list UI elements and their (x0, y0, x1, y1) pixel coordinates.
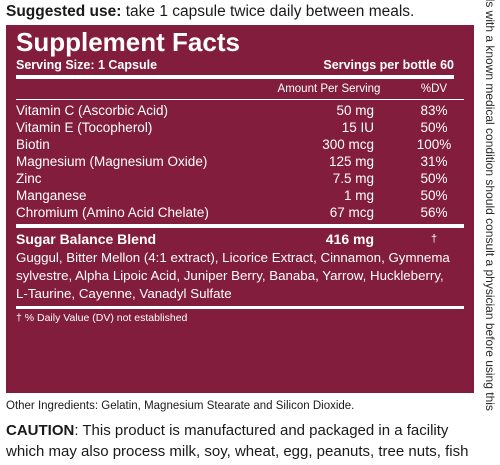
dv-footnote: † % Daily Value (DV) not established (16, 312, 188, 324)
nutrient-amount: 15 IU (341, 120, 374, 135)
caution-text: CAUTION: This product is manufactured an… (6, 420, 476, 462)
supplement-facts-title: Supplement Facts (16, 27, 240, 57)
dv-header: %DV (420, 83, 448, 95)
nutrient-amount: 125 mg (328, 154, 374, 169)
nutrient-name: Manganese (16, 188, 87, 203)
suggested-use: Suggested use: take 1 capsule twice dail… (6, 2, 476, 22)
side-warning-label: als with a known medical condition shoul… (483, 0, 497, 411)
servings-per-bottle: Servings per bottle 60 (323, 58, 454, 72)
nutrient-row: Manganese 1 mg 50% (16, 187, 464, 204)
caution-label: CAUTION (6, 422, 75, 439)
supplement-facts-panel: Supplement Facts Serving Size: 1 Capsule… (6, 25, 474, 393)
caution-body: : This product is manufactured and packa… (6, 422, 469, 460)
blend-dv: † (430, 233, 438, 245)
nutrient-dv: 50% (420, 120, 448, 135)
nutrient-name: Zinc (16, 171, 42, 186)
blend-name: Sugar Balance Blend (16, 231, 157, 247)
other-ingredients: Other Ingredients: Gelatin, Magnesium St… (6, 400, 355, 412)
nutrient-amount: 50 mg (336, 103, 374, 118)
amount-header: Amount Per Serving (277, 83, 381, 95)
nutrient-row: Chromium (Amino Acid Chelate) 67 mcg 56% (16, 204, 464, 221)
serving-info: Serving Size: 1 Capsule Servings per bot… (16, 58, 454, 79)
nutrient-dv: 100% (416, 137, 452, 152)
blend-amount: 416 mg (325, 231, 374, 247)
nutrient-amount: 67 mcg (329, 205, 374, 220)
side-warning-text: als with a known medical condition shoul… (480, 0, 500, 465)
nutrient-row: Vitamin C (Ascorbic Acid) 50 mg 83% (16, 102, 464, 119)
blend-ingredients: Guggul, Bitter Mellon (4:1 extract), Lic… (16, 249, 464, 309)
column-headers: Amount Per Serving %DV (16, 79, 464, 100)
nutrient-name: Vitamin C (Ascorbic Acid) (16, 103, 169, 118)
nutrient-amount: 300 mcg (322, 137, 374, 152)
nutrient-dv: 31% (420, 154, 448, 169)
serving-size: Serving Size: 1 Capsule (16, 58, 158, 72)
nutrient-name: Chromium (Amino Acid Chelate) (16, 205, 209, 220)
nutrient-name: Magnesium (Magnesium Oxide) (16, 154, 208, 169)
nutrient-row: Magnesium (Magnesium Oxide) 125 mg 31% (16, 153, 464, 170)
nutrient-dv: 50% (420, 171, 448, 186)
nutrient-row: Biotin 300 mcg 100% (16, 136, 464, 153)
nutrient-dv: 50% (420, 188, 448, 203)
nutrient-dv: 56% (420, 205, 448, 220)
nutrient-dv: 83% (420, 103, 448, 118)
nutrient-row: Vitamin E (Tocopherol) 15 IU 50% (16, 119, 464, 136)
nutrient-amount: 7.5 mg (332, 171, 374, 186)
blend-header: Sugar Balance Blend 416 mg † (16, 228, 464, 249)
suggested-use-text: take 1 capsule twice daily between meals… (121, 3, 415, 20)
nutrient-name: Biotin (16, 137, 50, 152)
nutrient-name: Vitamin E (Tocopherol) (16, 120, 153, 135)
nutrient-amount: 1 mg (343, 188, 374, 203)
nutrient-list: Vitamin C (Ascorbic Acid) 50 mg 83% Vita… (16, 100, 464, 228)
suggested-use-label: Suggested use: (6, 3, 122, 20)
nutrient-row: Zinc 7.5 mg 50% (16, 170, 464, 187)
